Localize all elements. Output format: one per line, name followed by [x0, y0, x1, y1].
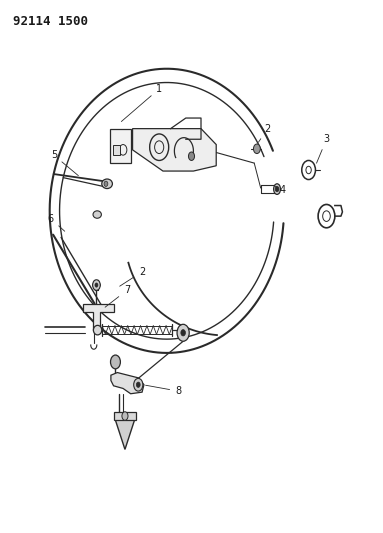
Circle shape: [122, 412, 128, 420]
Bar: [110, 128, 131, 163]
Text: 1: 1: [121, 84, 162, 122]
Circle shape: [95, 283, 98, 287]
Circle shape: [111, 355, 120, 369]
Polygon shape: [83, 304, 113, 330]
Circle shape: [177, 324, 189, 341]
Text: 2: 2: [120, 267, 145, 286]
Circle shape: [136, 382, 140, 387]
Circle shape: [134, 378, 143, 391]
Circle shape: [275, 187, 279, 192]
Circle shape: [181, 329, 185, 336]
Text: 6: 6: [48, 214, 65, 231]
Polygon shape: [113, 413, 136, 420]
Ellipse shape: [93, 211, 101, 218]
Ellipse shape: [102, 179, 113, 189]
Bar: [113, 144, 119, 155]
Text: 3: 3: [316, 134, 329, 163]
Text: 8: 8: [146, 385, 181, 396]
Circle shape: [93, 280, 100, 290]
Text: 92114 1500: 92114 1500: [13, 14, 88, 28]
Text: 7: 7: [105, 285, 130, 307]
Polygon shape: [133, 128, 216, 171]
Text: 2: 2: [259, 124, 271, 142]
Polygon shape: [115, 420, 134, 449]
Ellipse shape: [93, 325, 102, 335]
Circle shape: [254, 144, 260, 154]
Circle shape: [104, 181, 108, 187]
Ellipse shape: [273, 184, 280, 195]
Circle shape: [188, 152, 195, 160]
Text: 4: 4: [274, 184, 286, 195]
Text: 5: 5: [51, 150, 79, 176]
Polygon shape: [111, 373, 144, 394]
